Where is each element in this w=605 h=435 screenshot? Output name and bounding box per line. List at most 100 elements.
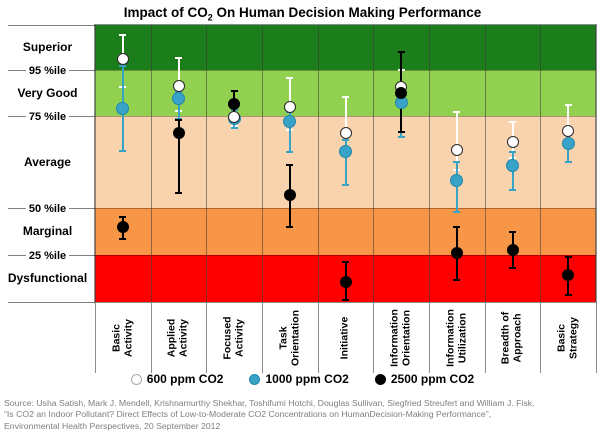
error-bar-cap (119, 150, 127, 153)
chart-title: Impact of CO2 On Human Decision Making P… (0, 5, 605, 23)
data-point-600-ppm-co2 (172, 79, 185, 92)
data-point-600-ppm-co2 (506, 135, 519, 148)
plot-area (94, 24, 597, 303)
error-bar-cap (342, 138, 349, 141)
legend-item-1000ppm: 1000 ppm CO2 (249, 372, 349, 386)
data-point-1000-ppm-co2 (506, 159, 519, 173)
percentile-label-text: 25 %ile (25, 249, 70, 263)
error-bar-cap (564, 104, 572, 107)
band-label-marginal: Marginal (22, 224, 73, 239)
band-label-superior: Superior (22, 40, 73, 55)
x-category-label-9: Basic Strategy (540, 302, 596, 373)
x-label-separator (150, 303, 152, 373)
x-category-label-text: Focused Activity (221, 315, 246, 360)
error-bar-cap (397, 130, 405, 133)
x-label-separator (95, 303, 96, 373)
legend: 600 ppm CO2 1000 ppm CO2 2500 ppm CO2 (0, 369, 605, 389)
data-point-600-ppm-co2 (339, 127, 352, 140)
column-separator (95, 25, 96, 302)
x-label-separator (484, 303, 486, 373)
data-point-1000-ppm-co2 (339, 145, 352, 159)
data-point-2500-ppm-co2 (506, 243, 519, 256)
data-point-1000-ppm-co2 (450, 173, 464, 187)
x-label-separator (429, 303, 430, 373)
chart-title-suffix: On Human Decision Making Performance (212, 5, 482, 20)
x-label-separator (540, 303, 542, 373)
data-point-1000-ppm-co2 (116, 101, 130, 115)
error-bar-cap (175, 117, 182, 120)
error-bar-cap (453, 161, 461, 164)
data-point-2500-ppm-co2 (562, 269, 575, 282)
band-marginal (95, 208, 596, 255)
error-bar-cap (453, 210, 461, 213)
data-point-600-ppm-co2 (116, 53, 129, 66)
x-label-separator (206, 303, 208, 373)
x-category-label-text: Information Utilization (444, 308, 468, 367)
legend-label: 1000 ppm CO2 (265, 372, 349, 386)
x-category-label-text: Breadth of Approach (499, 311, 524, 364)
legend-item-2500ppm: 2500 ppm CO2 (374, 372, 475, 386)
data-point-1000-ppm-co2 (283, 115, 297, 129)
x-category-label-3: Focused Activity (206, 302, 262, 373)
error-bar-cap (119, 215, 127, 218)
x-category-label-text: Applied Activity (165, 318, 190, 357)
legend-label: 2500 ppm CO2 (390, 372, 475, 386)
column-separator (540, 25, 542, 302)
chart-title-prefix: Impact of CO (123, 5, 208, 20)
x-category-label-text: Information Orientation (388, 308, 413, 367)
percentile-label-text: 50 %ile (25, 203, 70, 217)
source-line-2: “Is CO2 an Indoor Pollutant? Direct Effe… (4, 409, 492, 420)
legend-marker-2500ppm (374, 373, 386, 385)
x-axis: Basic Activity Applied Activity Focused Ac… (0, 302, 605, 374)
percentile-label-text: 95 %ile (25, 64, 70, 78)
legend-item-600ppm: 600 ppm CO2 (130, 372, 223, 386)
percentile-label-95: 95 %ile (0, 63, 95, 78)
column-separator (317, 25, 319, 302)
error-bar-cap (175, 91, 182, 94)
error-bar-2500-ppm-co2 (177, 120, 180, 193)
error-bar-cap (230, 127, 238, 130)
error-bar-cap (175, 56, 182, 59)
percentile-label-50: 50 %ile (0, 201, 95, 217)
column-separator (262, 25, 263, 302)
error-bar-cap (230, 89, 238, 92)
data-point-2500-ppm-co2 (339, 276, 352, 289)
x-category-label-6: Information Orientation (373, 302, 429, 373)
error-bar-cap (286, 76, 294, 79)
error-bar-cap (175, 119, 182, 121)
error-bar-cap (119, 33, 127, 36)
error-bar-1000-ppm-co2 (344, 139, 347, 186)
error-bar-cap (342, 261, 349, 264)
error-bar-cap (453, 279, 461, 282)
source-line-3: Environmental Health Perspectives, 20 Se… (4, 420, 221, 431)
error-bar-1000-ppm-co2 (288, 111, 291, 152)
error-bar-600-ppm-co2 (567, 105, 570, 145)
band-superior (95, 25, 596, 70)
data-point-600-ppm-co2 (562, 125, 575, 138)
error-bar-cap (564, 161, 572, 164)
data-point-2500-ppm-co2 (172, 127, 185, 140)
source-line-1: Source: Usha Satish, Mark J. Mendell, Kr… (4, 398, 535, 408)
error-bar-cap (286, 225, 294, 228)
column-separator (484, 25, 486, 302)
data-point-2500-ppm-co2 (395, 86, 408, 99)
error-bar-cap (453, 110, 461, 113)
error-bar-cap (119, 64, 127, 67)
x-label-separator (262, 303, 263, 373)
data-point-600-ppm-co2 (283, 100, 296, 113)
x-category-label-1: Basic Activity (95, 302, 151, 373)
error-bar-cap (509, 120, 516, 123)
error-bar-cap (119, 238, 127, 241)
error-bar-cap (286, 163, 294, 166)
band-label-average: Average (24, 155, 71, 170)
error-bar-cap (509, 150, 516, 153)
percentile-label-text: 75 %ile (25, 111, 70, 125)
column-separator (429, 25, 430, 302)
chart-title-subscript: 2 (207, 12, 213, 23)
x-category-label-text: Initiative (338, 316, 351, 359)
x-category-label-7: Information Utilization (429, 302, 485, 373)
error-bar-cap (453, 225, 461, 228)
data-point-2500-ppm-co2 (116, 220, 129, 233)
error-bar-cap (342, 299, 349, 302)
